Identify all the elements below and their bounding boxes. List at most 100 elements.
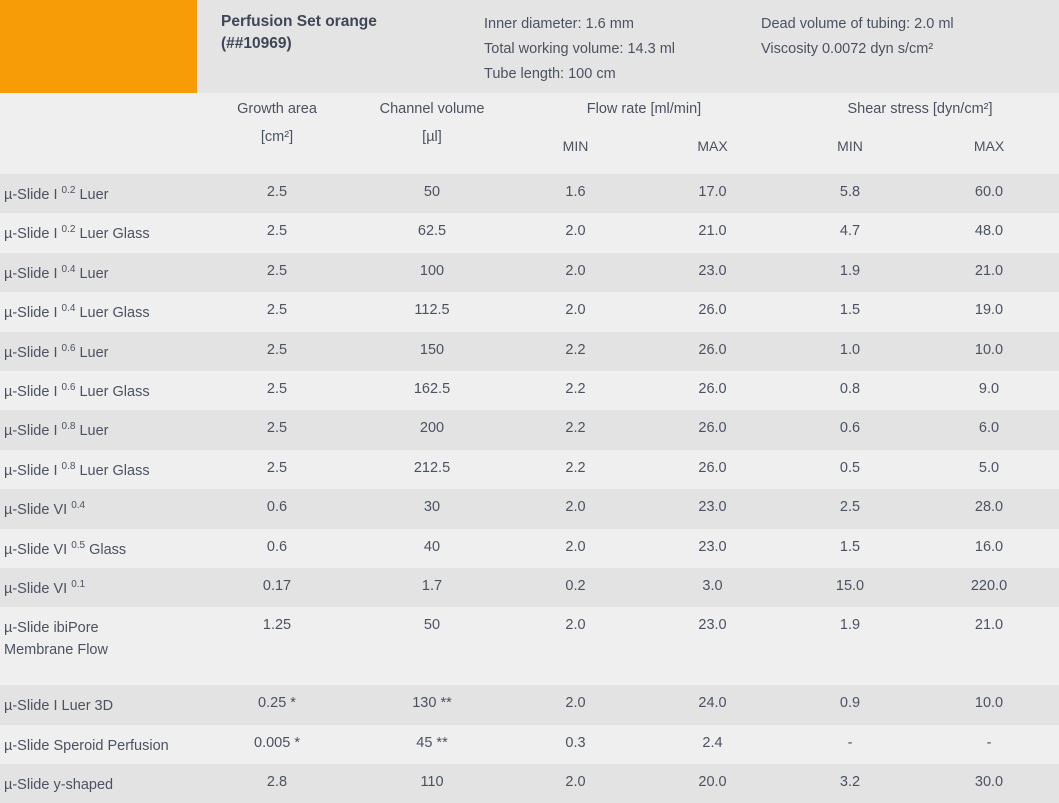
row-label-product-name: µ-Slide I 0.6 Luer <box>4 342 109 361</box>
cell-flow-rate-min: 2.0 <box>565 262 586 279</box>
cell-shear-stress-max: 5.0 <box>978 459 1000 476</box>
table-body: µ-Slide I 0.2 Luer 2.5 50 1.6 17.0 5.8 60.0 µ-S… <box>0 174 1059 803</box>
cell-channel-volume: 130 ** <box>412 695 452 712</box>
cell-growth-area: 2.5 <box>266 459 288 476</box>
column-header-minmax-spacer <box>0 138 197 154</box>
row-label-product-name: µ-Slide Speroid Perfusion <box>4 737 169 754</box>
table-row: µ-Slide I 0.2 Luer Glass 2.5 62.5 2.0 21.0 4.… <box>0 213 1059 253</box>
cell-shear-stress-max: 16.0 <box>974 538 1004 555</box>
cell-channel-volume: 112.5 <box>414 302 450 319</box>
row-label-product-name: µ-Slide I 0.2 Luer <box>4 185 109 203</box>
cell-shear-stress-min: 0.5 <box>839 459 861 476</box>
cell-growth-area: 0.25 * <box>258 695 296 712</box>
cell-flow-rate-min: 0.3 <box>565 734 586 751</box>
column-header-row-units: [cm²] [µl] <box>0 129 1059 145</box>
column-header-spacer <box>0 101 197 117</box>
row-label-product-name: µ-Slide I Luer 3D <box>4 698 114 715</box>
cell-shear-stress-min: 3.2 <box>839 774 861 791</box>
row-label-product-name: µ-Slide I 0.4 Luer Glass <box>4 303 150 322</box>
row-label-superscript: 0.8 <box>61 460 76 472</box>
cell-flow-rate-max: 20.0 <box>698 774 727 791</box>
cell-channel-volume: 40 <box>423 538 441 555</box>
spec-group-left: Inner diameter: 1.6 mm Total working vol… <box>484 0 761 93</box>
table-row: µ-Slide VI 0.4 0.6 30 2.0 23.0 2.5 28.0 <box>0 489 1059 529</box>
cell-growth-area: 0.6 <box>266 538 288 555</box>
cell-shear-stress-min: 0.8 <box>839 380 861 397</box>
spec-group-right: Dead volume of tubing: 2.0 ml Viscosity … <box>761 0 1059 93</box>
product-title-line1: Perfusion Set orange <box>221 13 377 30</box>
cell-growth-area: 0.6 <box>266 499 288 516</box>
cell-flow-rate-max: 23.0 <box>698 499 727 516</box>
cell-shear-stress-min: 15.0 <box>835 577 865 594</box>
cell-shear-stress-min: 5.8 <box>839 184 861 200</box>
cell-shear-stress-max: 9.0 <box>978 380 1000 397</box>
cell-channel-volume: 62.5 <box>417 223 447 240</box>
table-row: µ-Slide y-shaped 2.8 110 2.0 20.0 3.2 30.0 <box>0 764 1059 803</box>
cell-flow-rate-min: 1.6 <box>565 184 586 200</box>
cell-shear-stress-max: 21.0 <box>974 262 1004 279</box>
cell-flow-rate-min: 2.0 <box>565 774 586 791</box>
cell-flow-rate-max: 26.0 <box>698 341 727 358</box>
cell-growth-area: 2.5 <box>266 223 288 240</box>
column-header-shear-stress-group: Shear stress [dyn/cm²] <box>847 101 993 117</box>
cell-shear-stress-max: 220.0 <box>970 577 1008 594</box>
cell-channel-volume: 212.5 <box>413 459 451 476</box>
cell-flow-rate-min: 2.2 <box>565 380 586 397</box>
table-row: µ-Slide ibiPore Membrane Flow 1.25 50 2.0 23.… <box>0 607 1059 686</box>
cell-flow-rate-min: 2.2 <box>565 459 586 476</box>
table-row: µ-Slide I 0.4 Luer 2.5 100 2.0 23.0 1.9 21.0 <box>0 252 1059 293</box>
column-header-shear-max: MAX <box>973 138 1005 154</box>
cell-flow-rate-min: 2.0 <box>565 617 586 634</box>
cell-growth-area: 2.5 <box>266 380 288 397</box>
cell-growth-area: 2.5 <box>266 341 288 358</box>
cell-shear-stress-max: 21.0 <box>974 617 1004 634</box>
table-row: µ-Slide I 0.8 Luer 2.5 200 2.2 26.0 0.6 6.0 <box>0 410 1059 450</box>
cell-shear-stress-max: 28.0 <box>974 499 1004 516</box>
table-row: µ-Slide I 0.6 Luer Glass 2.5 162.5 2.2 26.0 0… <box>0 370 1059 411</box>
row-label-superscript: 0.4 <box>61 303 76 315</box>
spec-tube-length: Tube length: 100 cm <box>484 66 616 82</box>
row-label-product-name: µ-Slide I 0.8 Luer Glass <box>4 460 150 479</box>
cell-shear-stress-min: 4.7 <box>839 223 861 240</box>
table-row: µ-Slide I 0.2 Luer 2.5 50 1.6 17.0 5.8 60.0 <box>0 174 1059 214</box>
table-row: µ-Slide Speroid Perfusion 0.005 * 45 ** 0.3… <box>0 724 1059 765</box>
row-label-superscript: 0.4 <box>71 500 86 512</box>
row-label-product-name: µ-Slide I 0.4 Luer <box>4 263 109 282</box>
table-row: µ-Slide I 0.6 Luer 2.5 150 2.2 26.0 1.0 10.0 <box>0 331 1059 371</box>
row-label-product-name: µ-Slide I 0.6 Luer Glass <box>4 382 150 400</box>
cell-flow-rate-max: 23.0 <box>698 538 727 555</box>
cell-shear-stress-max: 30.0 <box>974 774 1004 791</box>
row-label-product-name: µ-Slide I 0.8 Luer <box>4 421 109 440</box>
row-label-superscript: 0.4 <box>61 263 76 275</box>
table-row: µ-Slide VI 0.1 0.17 1.7 0.2 3.0 15.0 220.0 <box>0 567 1059 608</box>
cell-shear-stress-min: 1.5 <box>839 538 861 555</box>
cell-channel-volume: 110 <box>420 774 444 791</box>
column-header-flow-max: MAX <box>697 138 728 154</box>
row-label-superscript: 0.8 <box>61 421 76 433</box>
product-color-swatch <box>0 0 197 93</box>
row-label-product-name: µ-Slide y-shaped <box>4 777 114 794</box>
table-row: µ-Slide I 0.8 Luer Glass 2.5 212.5 2.2 26.0 0… <box>0 449 1059 490</box>
cell-flow-rate-max: 17.0 <box>698 184 727 200</box>
row-label-superscript: 0.5 <box>71 539 86 551</box>
cell-flow-rate-max: 23.0 <box>698 617 727 634</box>
cell-flow-rate-min: 0.2 <box>565 577 586 594</box>
cell-growth-area: 0.17 <box>262 577 292 594</box>
cell-growth-area: 1.25 <box>262 617 292 634</box>
cell-flow-rate-max: 26.0 <box>698 380 727 397</box>
cell-shear-stress-min: - <box>847 734 853 751</box>
cell-shear-stress-min: 2.5 <box>839 499 861 516</box>
cell-shear-stress-max: 10.0 <box>974 341 1004 358</box>
cell-flow-rate-min: 2.0 <box>565 223 586 240</box>
row-label-product-name: µ-Slide VI 0.5 Glass <box>4 539 127 558</box>
row-label-product-name: µ-Slide VI 0.1 <box>4 579 86 597</box>
column-header-channel-volume-unit: [µl] <box>422 129 442 145</box>
table-row: µ-Slide I 0.4 Luer Glass 2.5 112.5 2.0 26.0 1… <box>0 292 1059 332</box>
cell-shear-stress-min: 1.9 <box>839 262 861 279</box>
cell-shear-stress-max: 19.0 <box>974 302 1004 319</box>
cell-flow-rate-min: 2.2 <box>565 341 586 358</box>
cell-flow-rate-max: 26.0 <box>698 420 727 437</box>
cell-flow-rate-max: 24.0 <box>698 695 727 712</box>
row-label-superscript: 0.6 <box>61 382 76 394</box>
